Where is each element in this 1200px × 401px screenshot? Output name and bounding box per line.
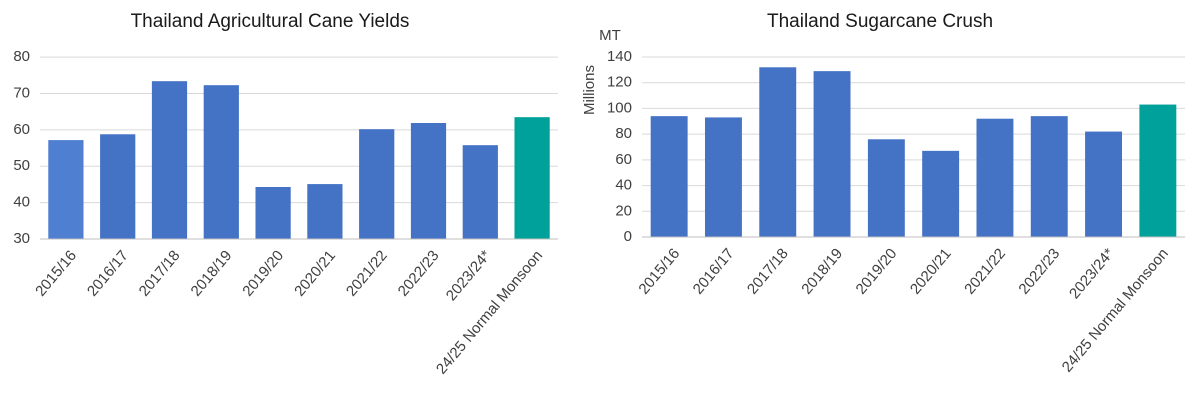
bar xyxy=(203,85,239,239)
y-tick-label: 140 xyxy=(607,48,632,65)
bar xyxy=(100,134,136,239)
x-tick-label: 2016/17 xyxy=(84,247,132,299)
x-tick-label: 2020/21 xyxy=(907,245,955,297)
x-tick-label: 2022/23 xyxy=(1015,245,1063,297)
bar xyxy=(922,150,960,237)
y-tick-label: 50 xyxy=(13,157,30,174)
y-tick-label: 30 xyxy=(13,230,30,247)
chart-title: Thailand Sugarcane Crush xyxy=(767,11,993,32)
x-tick-label: 2022/23 xyxy=(395,247,443,299)
x-tick-label: 2023/24* xyxy=(1066,245,1118,302)
y-tick-label: 120 xyxy=(607,74,632,91)
y-tick-label: 60 xyxy=(13,121,30,138)
y-tick-label: 70 xyxy=(13,85,30,102)
bar xyxy=(1085,131,1123,237)
bar xyxy=(255,187,291,239)
bar xyxy=(359,129,395,239)
y-tick-label: 100 xyxy=(607,99,632,116)
x-tick-label: 2018/19 xyxy=(188,247,236,299)
bar xyxy=(307,184,343,239)
y-tick-label: 40 xyxy=(13,194,30,211)
y-unit: MT xyxy=(599,27,621,44)
bar xyxy=(813,71,851,238)
y-tick-label: 40 xyxy=(615,177,632,194)
bar xyxy=(1139,104,1177,237)
bar xyxy=(151,81,188,239)
bar xyxy=(410,123,447,239)
y-tick-label: 20 xyxy=(615,202,632,219)
x-tick-label: 2020/21 xyxy=(291,247,339,299)
y-axis-label: Millions xyxy=(581,65,598,115)
x-tick-label: 2019/20 xyxy=(853,245,901,297)
bar xyxy=(1030,116,1068,237)
x-tick-label: 2023/24* xyxy=(443,247,495,304)
x-tick-label: 2019/20 xyxy=(239,247,287,299)
bar xyxy=(48,140,84,239)
bar xyxy=(462,145,498,239)
x-tick-label: 2021/22 xyxy=(343,247,391,299)
bar xyxy=(704,117,742,237)
y-tick-label: 0 xyxy=(624,228,632,245)
x-tick-label: 2015/16 xyxy=(635,245,683,297)
bar xyxy=(759,67,797,238)
x-tick-label: 2021/22 xyxy=(961,245,1009,297)
y-tick-label: 80 xyxy=(13,48,30,65)
bar xyxy=(867,139,905,237)
x-tick-label: 24/25 Normal Monsoon xyxy=(1059,245,1172,375)
x-tick-label: 2017/18 xyxy=(136,247,184,299)
bar xyxy=(514,117,550,239)
bar xyxy=(650,116,688,237)
y-tick-label: 60 xyxy=(615,151,632,168)
y-tick-label: 80 xyxy=(615,125,632,142)
x-tick-label: 2015/16 xyxy=(32,247,80,299)
bar xyxy=(976,118,1014,237)
x-tick-label: 2018/19 xyxy=(798,245,846,297)
x-tick-label: 2016/17 xyxy=(690,245,738,297)
x-tick-label: 24/25 Normal Monsoon xyxy=(433,247,546,377)
x-tick-label: 2017/18 xyxy=(744,245,792,297)
chart-title: Thailand Agricultural Cane Yields xyxy=(131,11,410,32)
